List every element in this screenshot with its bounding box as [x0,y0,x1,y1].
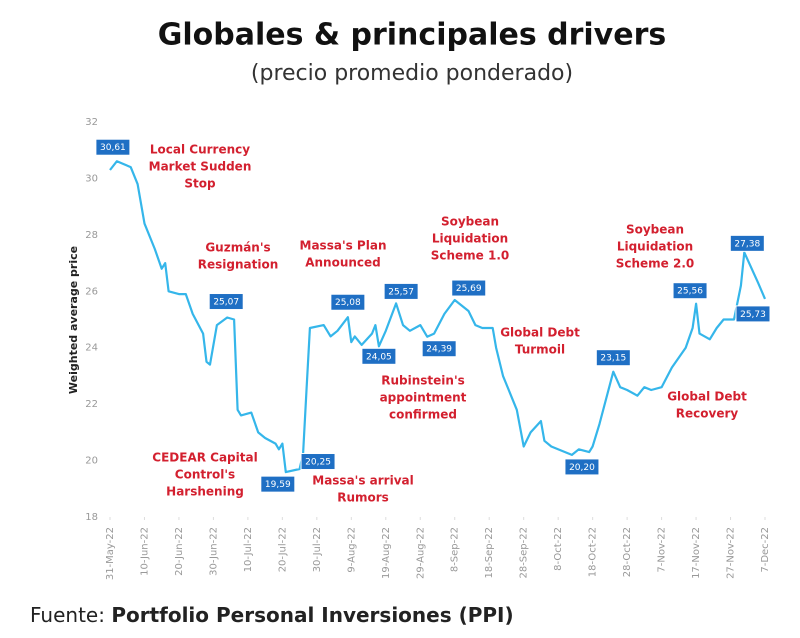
y-tick-label: 22 [85,399,98,410]
annotation: appointment [380,391,467,405]
y-tick-label: 26 [85,286,98,297]
value-label: 24,39 [426,345,452,355]
value-label: 25,57 [388,287,414,297]
value-label: 20,25 [305,458,331,468]
annotation: Rumors [337,491,389,505]
value-label-box [208,293,244,311]
data-line [109,160,767,474]
value-label: 25,73 [740,310,766,320]
y-tick-label: 30 [85,173,98,184]
value-label: 25,07 [213,298,239,308]
annotation: Local Currency [150,143,250,157]
x-tick-label: 18-Sep-22 [484,527,495,579]
source-prefix: Fuente: [30,603,105,627]
value-label: 19,59 [265,480,291,490]
value-label: 23,15 [600,354,626,364]
y-tick-label: 32 [85,117,98,128]
annotation: CEDEAR Capital [152,451,257,465]
annotation: Control's [175,468,235,482]
annotation: Global Debt [667,390,747,404]
annotation: Guzmán's [205,241,270,255]
x-tick-label: 28-Sep-22 [519,527,530,579]
value-label: 25,08 [335,298,361,308]
x-tick-label: 20-Jun-22 [174,527,185,576]
x-tick-label: 7-Dec-22 [760,527,771,573]
annotation: Scheme 1.0 [431,249,510,263]
value-label-box [672,282,708,300]
x-tick-label: 30-Jun-22 [208,527,219,576]
x-tick-label: 19-Aug-22 [381,527,392,579]
x-tick-label: 8-Sep-22 [450,527,461,572]
source-name: Portfolio Personal Inversiones (PPI) [111,603,513,627]
value-label-box [383,282,419,300]
value-label-box [451,279,487,297]
value-label-box [330,293,366,311]
x-tick-label: 10-Jun-22 [139,527,150,576]
x-tick-label: 30-Jul-22 [312,527,323,572]
value-label-box [421,340,457,358]
y-tick-label: 28 [85,230,98,241]
annotation: Liquidation [617,240,693,254]
value-label: 25,56 [677,287,703,297]
chart-title: Globales & principales drivers [158,18,667,53]
y-tick-label: 24 [85,343,98,354]
x-tick-label: 18-Oct-22 [588,527,599,577]
x-tick-label: 8-Oct-22 [553,527,564,571]
annotation: confirmed [389,408,457,422]
annotation: Announced [305,256,381,270]
value-label-box [361,347,397,365]
annotation: Market Sudden [149,160,252,174]
value-label: 20,20 [569,463,595,473]
x-tick-label: 9-Aug-22 [346,527,357,573]
value-label: 24,05 [366,352,392,362]
annotation: Global Debt [500,326,580,340]
annotation: Massa's arrival [312,474,414,488]
annotation: Massa's Plan [300,239,387,253]
x-tick-label: 7-Nov-22 [657,527,668,573]
x-tick-label: 28-Oct-22 [622,527,633,577]
x-tick-label: 31-May-22 [105,527,116,580]
value-label: 30,61 [100,143,126,153]
value-label: 27,38 [734,239,760,249]
value-label-box [564,458,600,476]
annotation: Soybean [441,215,499,229]
value-label-box [735,305,771,323]
annotation: Rubinstein's [381,374,465,388]
y-axis-label: Weighted average price [67,246,80,394]
source: Fuente: Portfolio Personal Inversiones (… [30,603,514,627]
value-label-box [260,475,296,493]
x-tick-label: 27-Nov-22 [726,527,737,579]
x-tick-label: 10-Jul-22 [243,527,254,572]
annotation: Soybean [626,223,684,237]
annotation: Harshening [166,485,244,499]
x-tick-label: 29-Aug-22 [415,527,426,579]
x-tick-label: 17-Nov-22 [691,527,702,579]
value-label-box [95,138,131,156]
y-tick-label: 20 [85,456,98,467]
value-label: 25,69 [456,284,482,294]
annotation: Turmoil [515,343,565,357]
y-tick-label: 18 [85,512,98,523]
value-label-box [729,234,765,252]
annotation: Resignation [198,258,279,272]
annotation: Recovery [676,407,739,421]
chart-subtitle: (precio promedio ponderado) [251,61,573,86]
value-label-box [595,349,631,367]
x-tick-label: 20-Jul-22 [277,527,288,572]
annotation: Scheme 2.0 [616,257,695,271]
annotation: Stop [184,177,216,191]
annotation: Liquidation [432,232,508,246]
value-label-box [300,453,336,471]
